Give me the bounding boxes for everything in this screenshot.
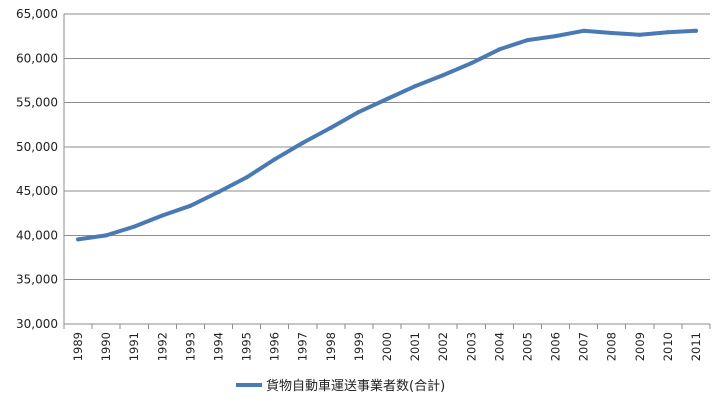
x-tick-label: 2001 <box>408 332 422 361</box>
data-point <box>525 38 530 43</box>
y-tick-label: 45,000 <box>16 184 58 198</box>
x-tick-label: 1997 <box>296 332 310 361</box>
x-tick-label: 1992 <box>155 332 169 361</box>
data-point <box>132 224 137 229</box>
data-point <box>581 28 586 33</box>
x-tick-label: 1999 <box>352 332 366 361</box>
data-point <box>328 125 333 130</box>
x-tick-label: 2000 <box>380 332 394 361</box>
data-point <box>441 73 446 78</box>
data-point <box>76 237 81 242</box>
data-point <box>272 157 277 162</box>
axes <box>63 14 711 329</box>
data-point <box>104 233 109 238</box>
x-tick-label: 2009 <box>633 332 647 361</box>
y-tick-label: 40,000 <box>16 228 58 242</box>
y-tick-label: 35,000 <box>16 273 58 287</box>
y-tick-label: 60,000 <box>16 51 58 65</box>
x-tick-label: 1996 <box>268 332 282 361</box>
legend-label: 貨物自動車運送事業者数(合計) <box>266 378 445 394</box>
x-tick-label: 2007 <box>577 332 591 361</box>
y-tick-label: 55,000 <box>16 96 58 110</box>
x-tick-label: 1995 <box>240 332 254 361</box>
data-point <box>693 28 698 33</box>
data-point <box>469 61 474 66</box>
data-point <box>497 47 502 52</box>
data-point <box>553 34 558 39</box>
data-point <box>244 175 249 180</box>
x-tick-label: 1993 <box>183 332 197 361</box>
x-tick-label: 1998 <box>324 332 338 361</box>
data-point <box>637 32 642 37</box>
x-tick-label: 2004 <box>492 332 506 361</box>
x-tick-label: 2002 <box>436 332 450 361</box>
legend: 貨物自動車運送事業者数(合計) <box>236 378 445 394</box>
data-point <box>413 84 418 89</box>
data-point <box>609 31 614 36</box>
x-tick-label: 2006 <box>549 332 563 361</box>
x-axis-tick-labels: 1989 1990 1991 1992 1993 1994 1995 1996 1997 1998… <box>71 332 703 361</box>
x-tick-label: 2003 <box>464 332 478 361</box>
data-point <box>188 203 193 208</box>
data-point <box>160 213 165 218</box>
series-line <box>76 28 698 242</box>
series-layer <box>76 28 698 242</box>
x-tick-label: 2011 <box>689 332 703 361</box>
x-tick-label: 2010 <box>661 332 675 361</box>
data-point <box>356 109 361 114</box>
data-point <box>665 30 670 35</box>
data-point <box>300 140 305 145</box>
y-axis-tick-labels: 30,000 35,000 40,000 45,000 50,000 55,000 60,0… <box>16 7 58 331</box>
x-tick-label: 1989 <box>71 332 85 361</box>
y-tick-label: 50,000 <box>16 140 58 154</box>
data-point <box>385 97 389 102</box>
x-tick-label: 1991 <box>127 332 141 361</box>
x-tick-label: 1990 <box>99 332 113 361</box>
x-tick-label: 2008 <box>605 332 619 361</box>
data-point <box>216 190 221 195</box>
y-tick-label: 65,000 <box>16 7 58 21</box>
y-tick-label: 30,000 <box>16 317 58 331</box>
grid-lines <box>64 13 710 325</box>
x-tick-label: 2005 <box>520 332 534 361</box>
x-tick-label: 1994 <box>211 332 225 361</box>
